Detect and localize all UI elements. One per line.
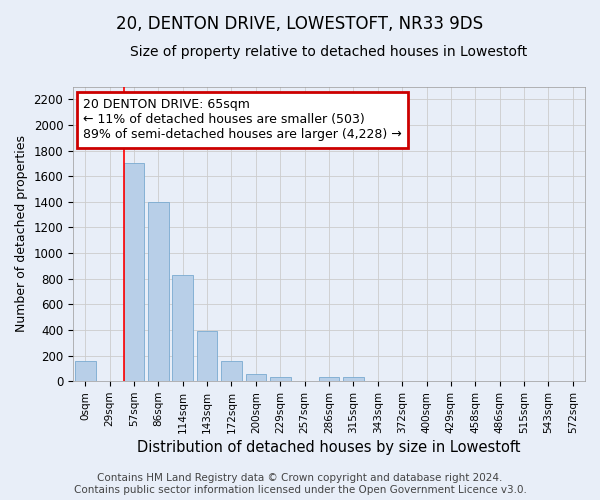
Bar	[197, 331, 217, 381]
Bar	[148, 202, 169, 381]
Bar	[221, 360, 242, 381]
Bar	[270, 378, 290, 381]
Text: 20 DENTON DRIVE: 65sqm
← 11% of detached houses are smaller (503)
89% of semi-de: 20 DENTON DRIVE: 65sqm ← 11% of detached…	[83, 98, 402, 142]
Title: Size of property relative to detached houses in Lowestoft: Size of property relative to detached ho…	[130, 45, 527, 59]
Text: Contains HM Land Registry data © Crown copyright and database right 2024.
Contai: Contains HM Land Registry data © Crown c…	[74, 474, 526, 495]
Y-axis label: Number of detached properties: Number of detached properties	[15, 136, 28, 332]
Bar	[75, 362, 95, 381]
X-axis label: Distribution of detached houses by size in Lowestoft: Distribution of detached houses by size …	[137, 440, 521, 455]
Text: 20, DENTON DRIVE, LOWESTOFT, NR33 9DS: 20, DENTON DRIVE, LOWESTOFT, NR33 9DS	[116, 15, 484, 33]
Bar	[343, 378, 364, 381]
Bar	[124, 164, 145, 381]
Bar	[245, 374, 266, 381]
Bar	[172, 275, 193, 381]
Bar	[319, 378, 340, 381]
